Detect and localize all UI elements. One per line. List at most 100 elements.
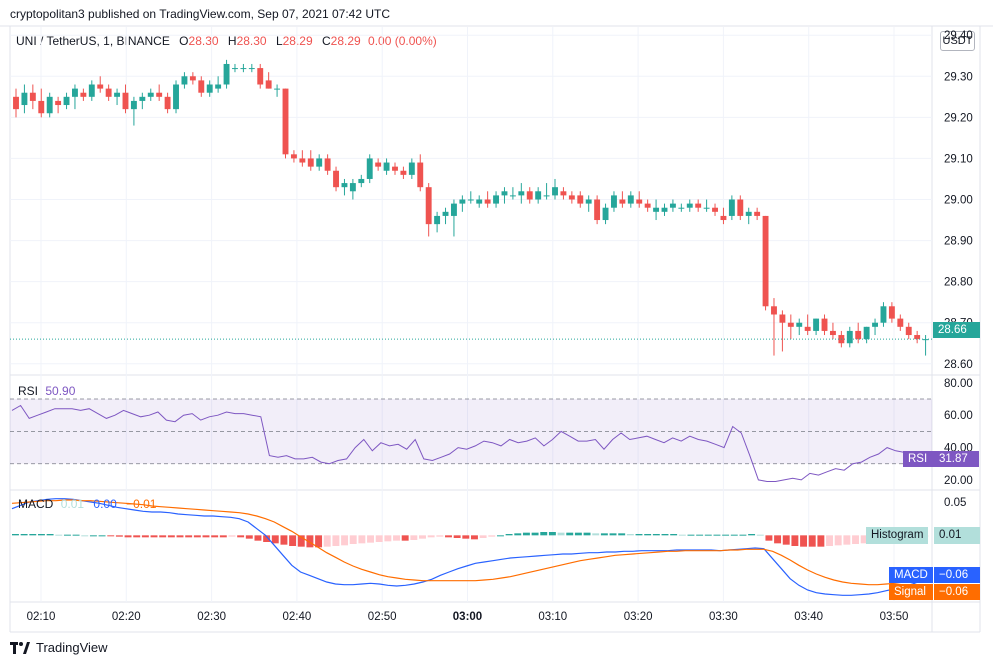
histogram-bar [600,533,608,536]
price-tick-label: 29.40 [944,30,973,42]
tradingview-logo[interactable]: TradingView [10,640,108,655]
histogram-bar [661,534,669,536]
histogram-bar [540,532,548,536]
histogram-bar [263,535,271,542]
time-tick-label: 02:30 [197,611,226,623]
candle-body [198,80,205,93]
histogram-bar [574,532,582,536]
histogram-bar [280,535,288,545]
candle-body [248,68,255,70]
candle-body [72,88,78,97]
histogram-bar [89,535,97,537]
histogram-bar [98,535,106,537]
candle-body [206,84,213,93]
histogram-bar [401,535,409,541]
candle-body [602,207,609,221]
candle-body [653,207,660,212]
symbol-name[interactable]: UNI / TetherUS, 1, BINANCE [16,34,170,48]
candle-body [644,203,651,208]
high-value: 28.30 [236,34,267,48]
candle-body [38,100,45,114]
histogram-bar [384,535,392,542]
histogram-bar [557,532,565,536]
candle-body [223,63,230,85]
histogram-bar [297,535,305,547]
high-label: H [227,34,237,48]
candle-body [728,199,735,216]
histogram-bar [635,534,643,536]
candle-body [712,207,718,212]
histogram-bar [496,535,504,537]
open-value: 28.30 [188,34,219,48]
histogram-bar [419,535,426,539]
histogram-bar [72,534,80,536]
candle-body [678,207,685,209]
candle-body [594,199,601,221]
histogram-bar [29,534,37,536]
rsi-label: RSI [18,384,39,398]
rsi-tick-label: 20.00 [944,475,973,487]
macd-legend-signal: −0.01 [126,497,157,511]
histogram-bar [245,535,253,539]
candle-body [501,191,508,196]
time-tick-label: 03:00 [453,611,482,623]
candle-body [392,166,398,171]
histogram-bar [341,535,349,546]
histogram-bar [141,535,149,538]
candle-body [804,326,811,331]
candle-body [13,96,19,110]
histogram-bar [488,535,496,537]
candle-body [307,158,314,167]
histogram-bar [193,535,201,538]
candle-body [796,322,803,327]
histogram-bar [436,535,444,537]
histogram-bar [202,535,210,538]
histogram-bar [306,535,314,548]
candle-body [417,162,424,188]
candle-body [274,88,281,90]
histogram-bar [800,535,808,547]
candle-body [888,306,895,319]
currency-badge[interactable]: USDT [940,31,975,51]
histogram-bar [791,535,799,546]
histogram-bar [626,534,634,536]
macd-tag-label: MACD [889,567,933,583]
candle-body [754,211,761,216]
histogram-bar [237,535,245,538]
histogram-bar [462,535,470,539]
histogram-bar [349,535,357,544]
low-value: 28.29 [282,34,313,48]
candle-body [316,158,323,167]
last-price-tag: 28.66 [933,322,980,338]
candle-body [560,191,567,196]
histogram-bar [730,534,738,536]
histogram-bar [644,534,652,536]
histogram-bar [652,534,660,536]
rsi-tick-label: 80.00 [944,378,973,390]
candle-body [661,207,668,212]
histogram-bar [12,534,19,536]
close-value: 28.29 [330,34,361,48]
histogram-bar [176,535,184,538]
rsi-band-fill [10,399,932,464]
price-tick-label: 28.80 [944,277,973,289]
price-tick-label: 29.30 [944,71,973,83]
histogram-bar [531,532,539,536]
price-tick-label: 28.60 [944,359,973,371]
candle-body [863,326,870,340]
candle-body [434,215,441,225]
time-tick-label: 02:20 [112,611,141,623]
time-tick-label: 03:10 [538,611,567,623]
histogram-tag-label: Histogram [866,527,929,544]
rsi-tick-label: 60.00 [944,410,973,422]
signal-tag-value: −0.06 [934,584,980,600]
histogram-bar [817,535,825,547]
macd-line [11,498,931,596]
candle-body [240,68,247,70]
candle-body [257,68,264,85]
candle-body [21,92,28,106]
histogram-bar [479,535,487,538]
histogram-bar [548,532,556,536]
candle-body [829,330,836,336]
